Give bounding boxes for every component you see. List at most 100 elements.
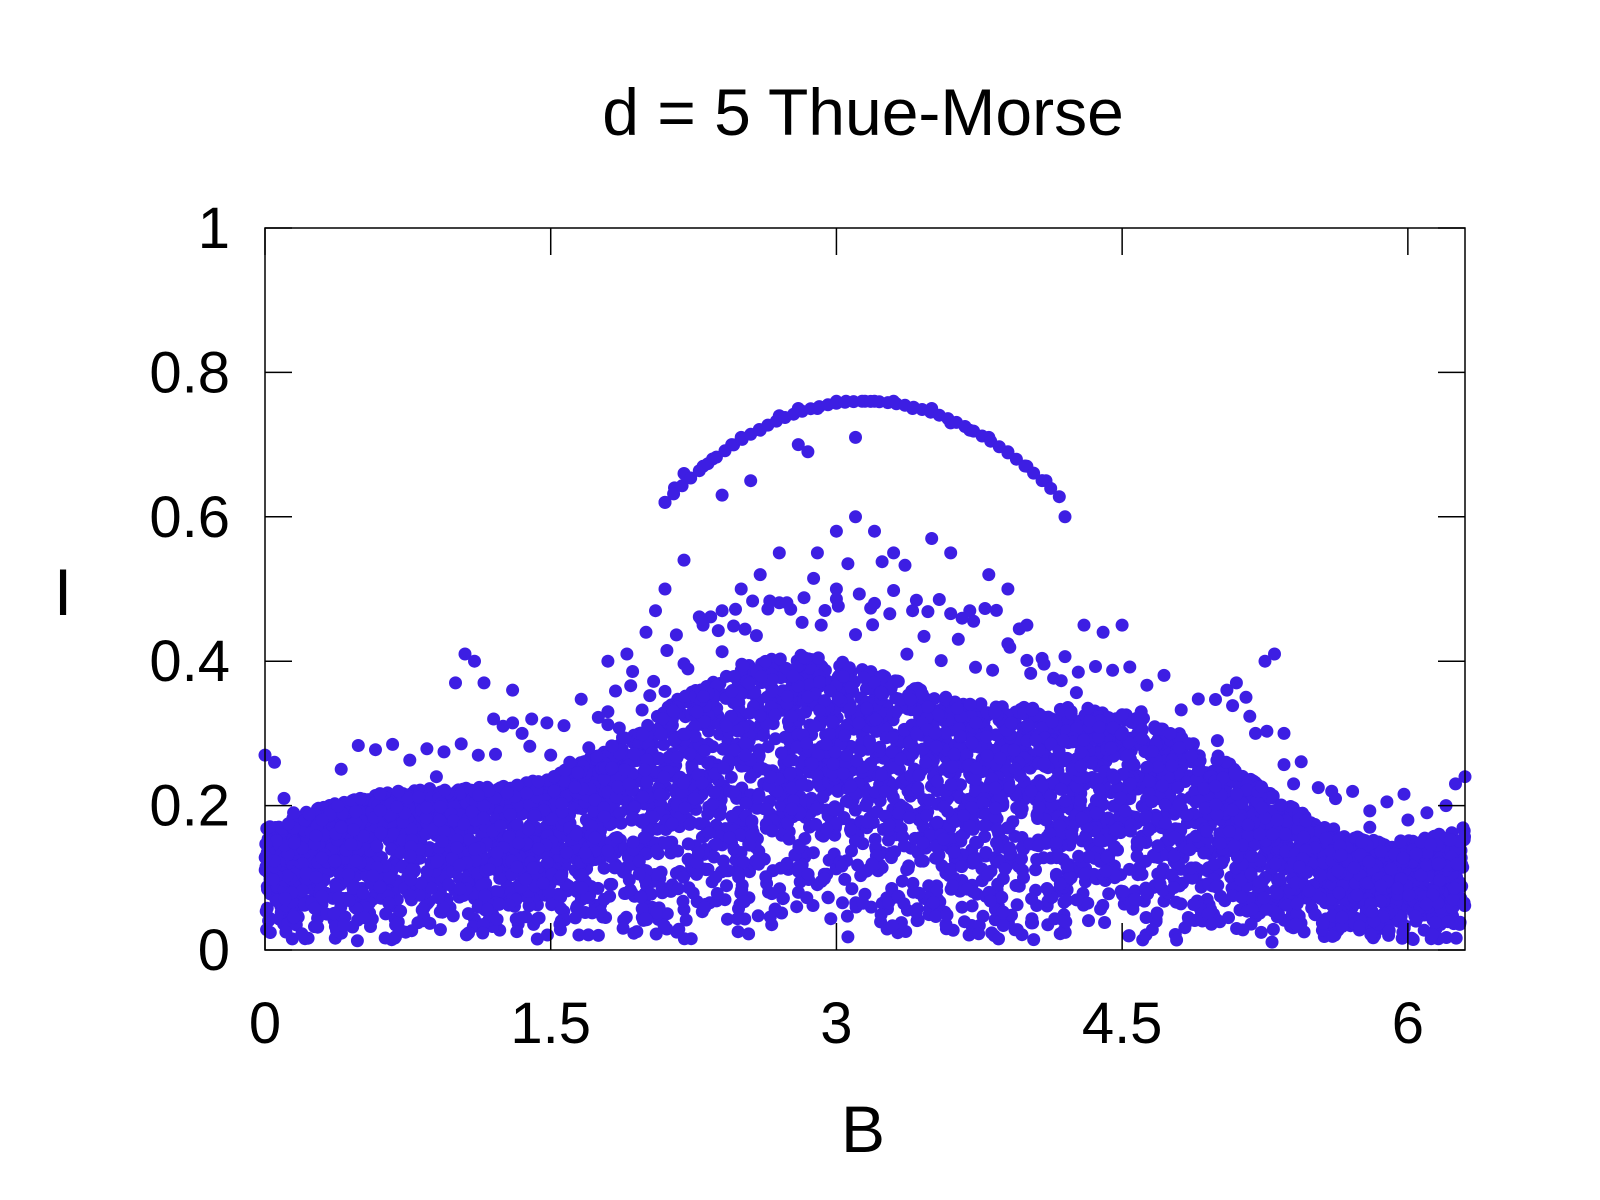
- data-point: [547, 770, 561, 783]
- data-point: [945, 760, 959, 774]
- data-point: [1414, 868, 1428, 882]
- data-point: [954, 729, 967, 743]
- data-point: [955, 860, 969, 874]
- data-point: [555, 797, 569, 811]
- data-point: [545, 812, 559, 826]
- data-point: [768, 708, 782, 722]
- data-point: [774, 861, 788, 875]
- data-point: [926, 896, 940, 909]
- data-point: [727, 743, 741, 757]
- data-point: [727, 670, 741, 683]
- data-point: [1182, 914, 1196, 928]
- data-point: [482, 784, 496, 798]
- data-point: [1123, 862, 1136, 876]
- data-point: [287, 836, 301, 850]
- data-point: [717, 761, 730, 775]
- data-point: [1142, 774, 1156, 788]
- data-point: [657, 770, 671, 784]
- data-point: [526, 861, 540, 875]
- data-point: [263, 820, 277, 834]
- data-point: [519, 872, 533, 886]
- data-point: [1123, 824, 1137, 838]
- data-point: [1092, 833, 1106, 847]
- data-point: [1078, 867, 1092, 881]
- data-point: [1171, 781, 1185, 794]
- data-point: [791, 864, 805, 878]
- data-point: [954, 830, 968, 843]
- data-point: [1254, 925, 1268, 939]
- data-point: [742, 676, 756, 690]
- data-point: [965, 736, 979, 750]
- data-point: [654, 727, 668, 741]
- data-point: [1151, 839, 1165, 853]
- data-point: [800, 736, 814, 750]
- data-point: [702, 826, 716, 840]
- data-point: [510, 818, 524, 832]
- data-point: [572, 928, 586, 942]
- data-point: [404, 873, 418, 887]
- data-point: [1308, 908, 1322, 922]
- data-point: [1290, 897, 1304, 911]
- data-point: [720, 879, 733, 893]
- data-point: [882, 833, 895, 847]
- data-point: [818, 694, 832, 708]
- data-point: [1024, 784, 1038, 798]
- data-point: [1353, 848, 1367, 862]
- data-point: [1165, 759, 1179, 773]
- data-point: [1100, 850, 1114, 864]
- data-point: [1133, 835, 1147, 849]
- data-point: [608, 861, 622, 875]
- data-point: [1431, 857, 1445, 871]
- data-point: [869, 712, 883, 726]
- data-point: [845, 882, 859, 896]
- data-point: [1197, 782, 1211, 796]
- data-point: [1230, 787, 1244, 801]
- data-point: [967, 853, 981, 867]
- data-point: [759, 870, 773, 884]
- data-point: [1010, 898, 1024, 912]
- data-point: [841, 930, 855, 944]
- data-point: [915, 687, 929, 701]
- data-point: [1316, 916, 1330, 930]
- data-point: [462, 926, 475, 940]
- data-point: [433, 813, 447, 827]
- data-point: [1297, 925, 1311, 939]
- data-point: [1124, 777, 1138, 791]
- data-point: [1030, 853, 1044, 866]
- data-point: [706, 797, 720, 811]
- data-point: [867, 676, 881, 689]
- data-point: [342, 894, 356, 907]
- data-point: [965, 801, 979, 815]
- data-point: [636, 790, 650, 804]
- data-point: [931, 708, 945, 722]
- data-point: [597, 810, 611, 824]
- data-point: [1054, 782, 1068, 796]
- data-point: [797, 651, 811, 665]
- data-point: [1155, 779, 1169, 793]
- data-point: [836, 896, 849, 910]
- data-point: [1141, 887, 1155, 901]
- data-point: [859, 799, 873, 813]
- data-point: [1150, 906, 1164, 920]
- data-point: [461, 907, 475, 921]
- data-point: [401, 791, 415, 805]
- data-point: [1197, 846, 1211, 860]
- data-point: [540, 928, 554, 942]
- data-point: [1216, 771, 1230, 785]
- data-point: [874, 908, 888, 922]
- data-point: [657, 738, 671, 751]
- data-point: [683, 747, 697, 761]
- data-point: [825, 715, 839, 729]
- data-point: [745, 814, 759, 828]
- data-point: [1253, 827, 1266, 841]
- data-point: [644, 887, 658, 901]
- data-point: [1222, 911, 1235, 925]
- data-point: [811, 651, 825, 665]
- data-point: [412, 888, 426, 902]
- data-point: [436, 900, 450, 914]
- data-point: [1204, 917, 1218, 931]
- data-point: [709, 837, 723, 851]
- data-point: [502, 898, 516, 912]
- data-point: [568, 780, 582, 794]
- data-point: [1058, 772, 1072, 786]
